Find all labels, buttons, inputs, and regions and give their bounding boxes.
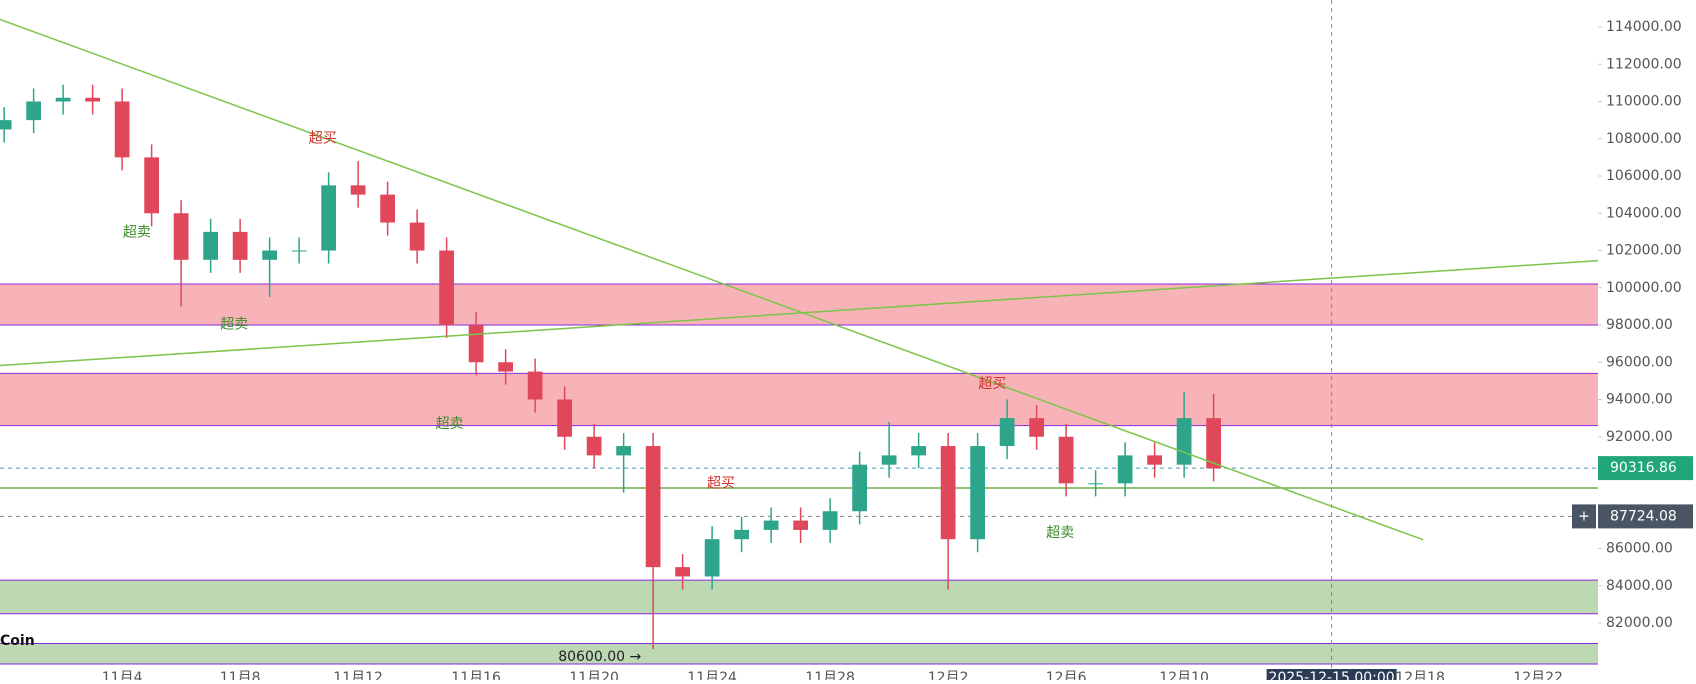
x-tick-label: 12月2 [928,670,969,680]
candle-body [586,436,602,456]
candle-body [1206,418,1221,469]
signal-label: 超卖 [436,416,464,432]
x-tick-label: 11月16 [451,670,501,680]
x-tick-label: 12月10 [1159,670,1209,680]
last-price-label: 90316.86 [1610,460,1677,476]
y-tick-label: 104000.00 [1606,205,1682,221]
x-tick-label: 11月24 [687,670,737,680]
zone [0,373,1598,426]
candle-body [793,520,808,530]
signal-label: 超买 [707,475,735,491]
candle-body [232,231,248,260]
candle-body [1176,418,1192,465]
candle-body [557,399,572,437]
candle-body [881,455,897,465]
candle-body [1117,455,1133,484]
candle-body [704,539,720,577]
candle-body [114,101,130,158]
x-tick-label: 11月12 [333,670,383,680]
x-tick-label: 12月18 [1395,670,1445,680]
y-tick-label: 102000.00 [1606,243,1682,259]
y-tick-label: 100000.00 [1606,280,1682,296]
y-tick-label: 112000.00 [1606,56,1682,72]
candle-body [498,362,514,372]
signal-label: 超卖 [1046,525,1074,541]
zone [0,643,1598,664]
candle-body [262,250,278,260]
signal-label: 超卖 [220,316,248,332]
candle-body [1029,418,1044,437]
last-price-tag [1598,456,1693,481]
candle-body [291,250,307,252]
trendline [0,259,1599,367]
candle-body [350,185,366,195]
y-tick-label: 94000.00 [1606,392,1673,408]
candle-body [439,250,455,326]
candle-body [940,446,956,540]
x-tick-label: 11月28 [805,670,855,680]
y-tick-label: 84000.00 [1606,578,1673,594]
y-tick-label: 96000.00 [1606,354,1673,370]
trendline [0,18,1424,541]
candle-body [822,511,838,530]
candle-body [173,213,189,260]
candle-body [0,120,12,130]
x-tick-label: 11月4 [102,670,143,680]
y-tick-label: 106000.00 [1606,168,1682,184]
y-tick-label: 98000.00 [1606,317,1673,333]
candle-body [468,325,484,363]
signal-label: 超卖 [123,224,151,240]
candle-body [144,157,160,214]
low-label: 80600.00 → [558,649,641,665]
candle-body [999,418,1015,447]
add-button-icon: + [1578,508,1590,524]
crosshair-label: 87724.08 [1610,508,1677,524]
candle-body [203,231,219,260]
y-tick-label: 108000.00 [1606,131,1682,147]
y-tick-label: 110000.00 [1606,94,1682,110]
y-tick-label: 86000.00 [1606,541,1673,557]
x-tick-label: 11月20 [569,670,619,680]
signal-label: 超买 [978,376,1006,392]
candle-body [409,222,425,251]
candle-body [26,101,42,121]
y-tick-label: 92000.00 [1606,429,1673,445]
watermark: Coin [0,633,35,649]
candle-body [645,446,661,568]
y-tick-label: 82000.00 [1606,615,1673,631]
candle-body [911,446,926,456]
add-button[interactable] [1572,504,1596,529]
candle-body [763,520,779,530]
signal-label: 超买 [309,130,337,146]
candle-body [1088,483,1103,485]
crosshair-x-label: 2025-12-15 00:00 [1269,670,1395,680]
candle-body [1058,436,1074,484]
candle-body [675,567,690,577]
x-tick-label: 12月6 [1046,670,1087,680]
candle-body [85,97,101,102]
candle-body [380,194,396,223]
candle-body [852,464,867,512]
candle-body [55,97,71,102]
price-axis-bg [1598,0,1696,680]
candle-body [527,371,543,400]
crosshair-tag [1598,504,1693,529]
candle-body [970,446,985,540]
zone [0,580,1598,614]
y-tick-label: 114000.00 [1606,19,1682,35]
candle-body [616,446,631,456]
candle-body [321,185,337,251]
candle-body [1147,455,1162,465]
x-tick-label: 12月22 [1513,670,1563,680]
x-tick-label: 11月8 [220,670,261,680]
candle-body [734,529,749,540]
